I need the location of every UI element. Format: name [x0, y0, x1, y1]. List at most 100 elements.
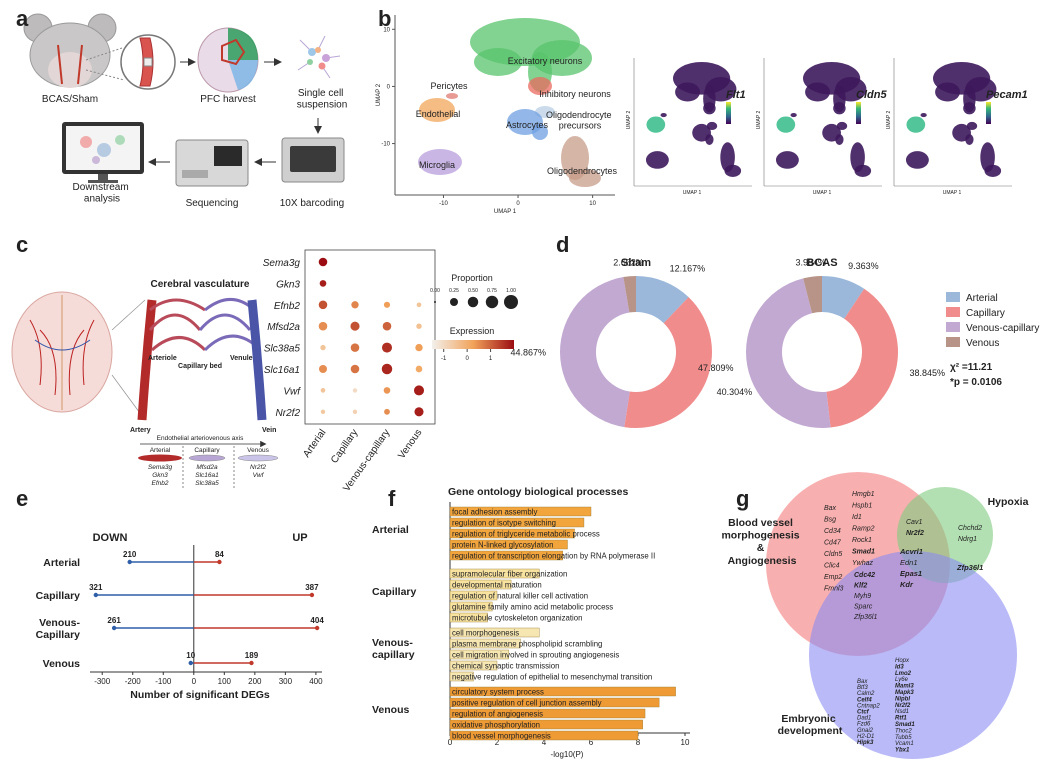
term-label: developmental maturation [452, 581, 542, 590]
x-tick-label: 2 [495, 738, 500, 747]
gene: H2-D1 [857, 734, 874, 740]
workflow-step: PFC harvest [200, 94, 256, 105]
gene: Cd47 [824, 540, 842, 547]
bar [449, 506, 592, 517]
dot [319, 365, 327, 373]
value-label: 387 [305, 583, 319, 592]
gene: Fmnl3 [824, 586, 844, 593]
bar [449, 719, 643, 730]
legend-swatch [946, 292, 960, 302]
dot [350, 364, 360, 374]
feature-blob [920, 113, 927, 118]
x-tick-label: 400 [309, 677, 323, 686]
legend-swatch [946, 322, 960, 332]
slice-label: 40.304% [717, 387, 753, 397]
panel-letter: g [736, 486, 749, 511]
term-label: microtubule cytoskeleton organization [452, 614, 582, 623]
cluster-blob [569, 169, 601, 187]
workflow-step: BCAS/Sham [42, 94, 98, 105]
donut-slice [826, 288, 898, 428]
size-key [434, 301, 436, 303]
dot [318, 321, 328, 331]
zone-name: Venous [247, 447, 269, 454]
x-axis-label: -log10(P) [551, 750, 584, 759]
feature-blob [790, 113, 797, 118]
colorbar [726, 102, 731, 124]
feature-blob [705, 134, 714, 145]
term-label: protein N-linked glycosylation [452, 541, 553, 550]
gene: Ybx1 [895, 748, 910, 754]
dot [383, 387, 391, 394]
gene: Edn1 [900, 558, 918, 567]
panel-letter: f [388, 486, 396, 511]
slice-label: 3.984% [795, 258, 826, 268]
zone-gene: Slc16a1 [195, 472, 219, 479]
size-key [450, 298, 458, 306]
term-label: oxidative phosphorylation [452, 721, 540, 730]
zone-gene: Vwf [253, 472, 265, 479]
gene: Ndrg1 [958, 536, 977, 543]
gene: Kdr [900, 580, 914, 589]
lollipop-head [93, 592, 99, 598]
cluster-blob [446, 93, 458, 99]
term-label: cell morphogenesis [452, 629, 519, 638]
dot [382, 321, 392, 331]
lollipop-head [188, 660, 193, 666]
cluster-label: Microglia [419, 160, 455, 170]
label: Venule [230, 355, 253, 362]
x-tick-label: 100 [218, 677, 232, 686]
dot [318, 300, 328, 310]
gene-label: Mfsd2a [267, 322, 300, 333]
vasculature-art [11, 291, 279, 488]
bar [449, 638, 521, 649]
bar [449, 517, 585, 528]
gene: Calm2 [857, 691, 875, 697]
set-label: Hypoxia [988, 496, 1029, 508]
gene: Bax [824, 505, 837, 512]
feature-blob [645, 151, 669, 169]
dot [320, 344, 326, 351]
slice-label: 12.167% [670, 263, 706, 273]
gene: Emp2 [824, 574, 842, 581]
lollipop-head [217, 559, 222, 565]
feature-blob [660, 113, 667, 118]
cluster-label: Endothelial [416, 109, 461, 119]
legend-title: Expression [450, 326, 495, 336]
dot [352, 388, 358, 393]
legend-swatch [946, 307, 960, 317]
term-label: positive regulation of cell junction ass… [452, 699, 602, 708]
gene: Zfp36l1 [956, 563, 983, 572]
dot [320, 409, 326, 414]
color-bar [432, 340, 514, 349]
term-label: regulation of angiogenesis [452, 710, 543, 719]
feature-blob [980, 142, 995, 173]
dot [319, 280, 327, 287]
cluster-label: Astrocytes [506, 120, 549, 130]
y-tick-label: -10 [381, 142, 390, 148]
feature-blob [935, 82, 961, 102]
lollipop-head [314, 625, 320, 631]
gene-label: Efnb2 [274, 301, 301, 312]
x-tick-label: 6 [589, 738, 594, 747]
dot [416, 323, 422, 329]
stat: χ² =11.21 [950, 362, 993, 373]
cluster-label: Inhibitory neurons [539, 89, 611, 99]
term-label: blood vessel morphogenesis [452, 732, 551, 741]
term-label: negative regulation of epithelial to mes… [452, 673, 652, 682]
label: Artery [130, 427, 151, 434]
y-tick-label: 0 [387, 84, 391, 90]
category-label: Venous [43, 658, 81, 670]
gene: Ywhaz [852, 560, 874, 567]
legend-label: Capillary [966, 308, 1005, 319]
feature-blob [835, 134, 844, 145]
group-label: Venous [396, 427, 424, 461]
panel-letter: b [378, 6, 391, 31]
feature-blob [963, 102, 976, 115]
gene-label: Slc16a1 [264, 365, 300, 376]
legend-label: Arterial [966, 293, 998, 304]
gene: Cd34 [824, 528, 841, 535]
legend-swatch [946, 337, 960, 347]
feature-blob [905, 151, 929, 169]
feature-x-label: UMAP 1 [813, 190, 832, 196]
